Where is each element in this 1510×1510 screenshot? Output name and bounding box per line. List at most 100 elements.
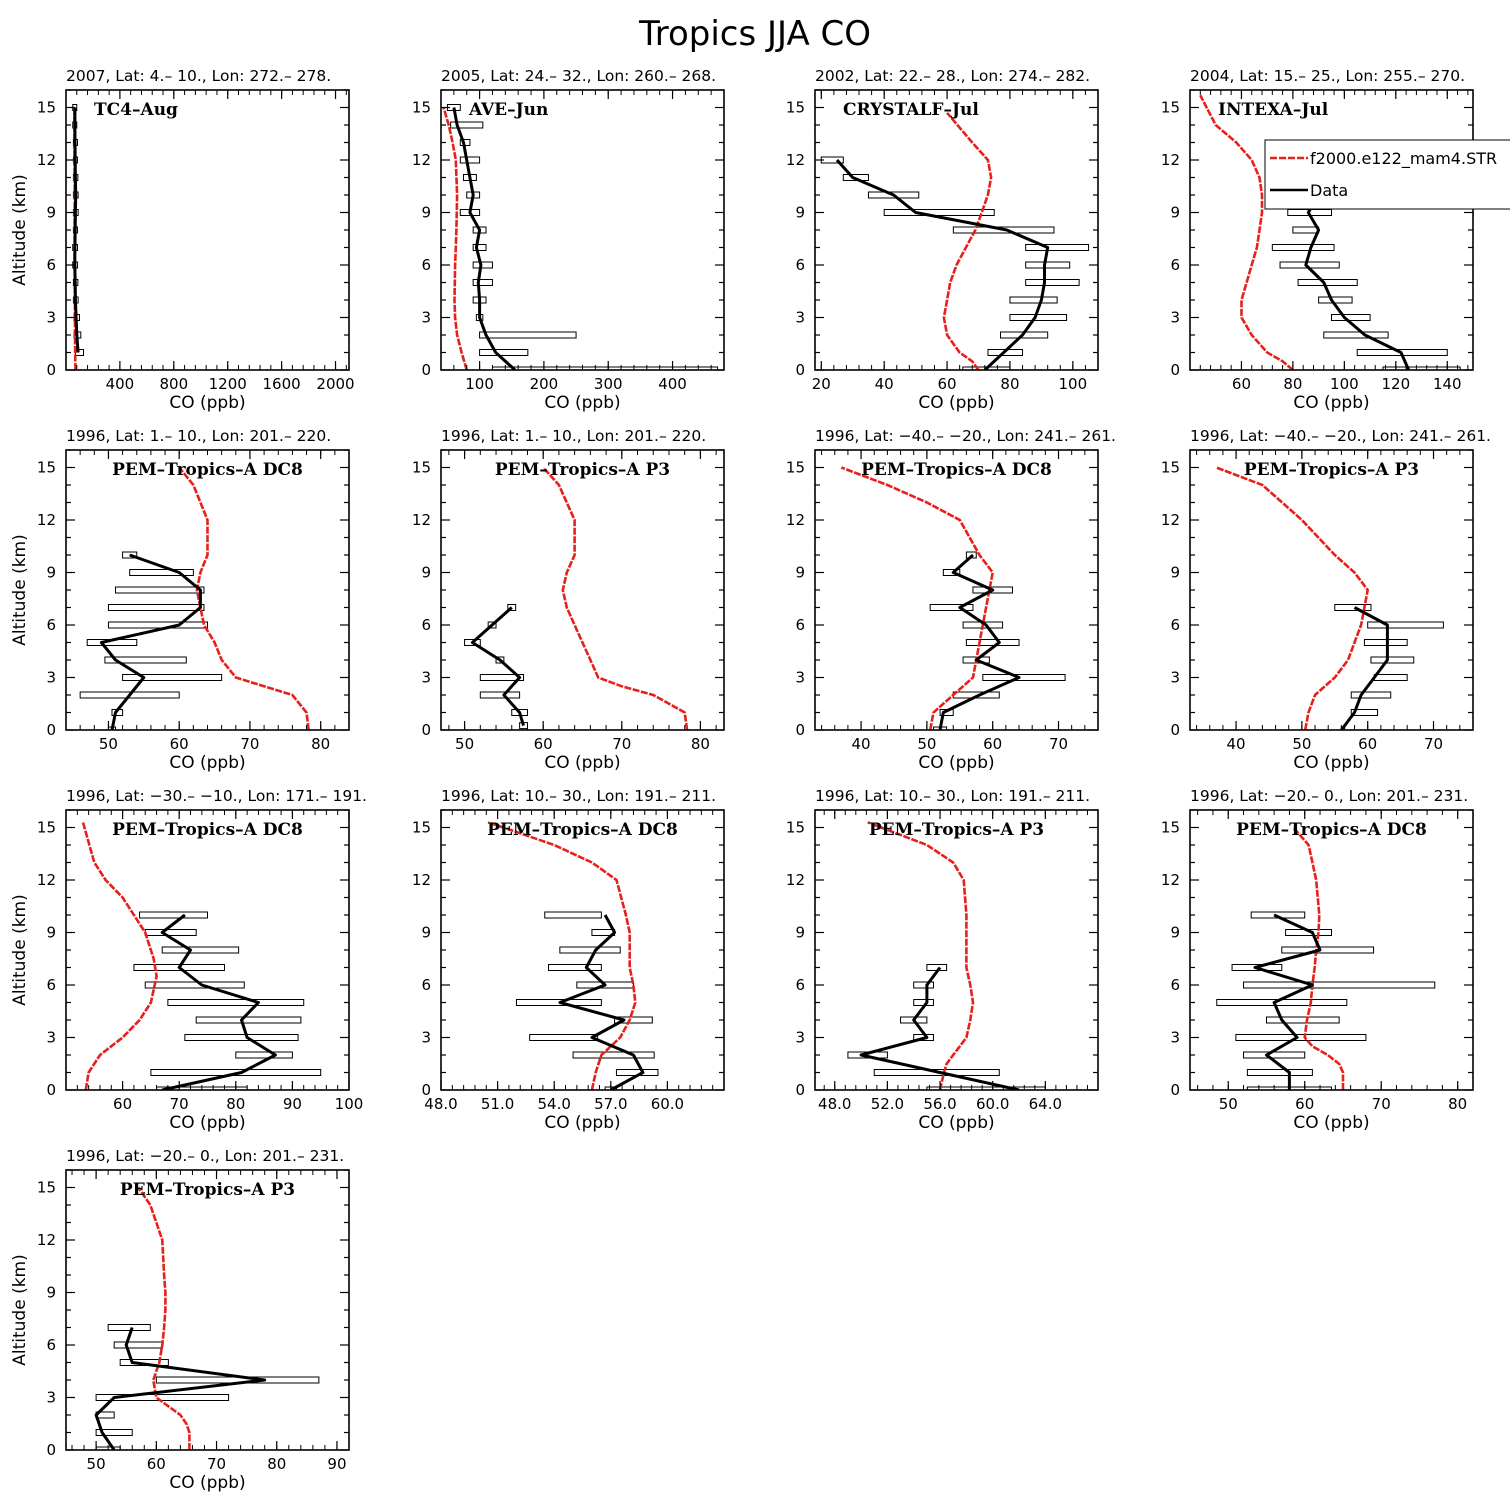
x-tick-label: 60.0 [651,1095,684,1113]
x-tick-label: 80 [691,735,710,753]
obs-range-bar [1382,366,1461,370]
y-tick-label: 6 [46,616,56,634]
panel-content [94,1186,320,1450]
y-tick-label: 6 [1170,976,1180,994]
obs-range-bar [472,244,487,251]
obs-range-bar [122,551,138,559]
obs-range-bar [95,1429,133,1436]
campaign-label: PEM–Tropics–A DC8 [112,460,303,480]
y-tick-label: 9 [795,564,805,582]
x-axis-label: CO (ppb) [1293,1113,1369,1133]
obs-range-bar [929,604,974,611]
panel-header: 1996, Lat: 1.– 10., Lon: 201.– 220. [441,427,706,445]
y-tick-label: 3 [1170,669,1180,687]
plot-frame [65,449,350,731]
y-tick-label: 6 [46,256,56,274]
obs-range-bar [1350,691,1392,699]
x-tick-label: 50 [87,1455,106,1473]
x-tick-label: 40 [875,375,894,393]
legend-data-label: Data [1310,181,1348,200]
x-tick-label: 50 [1219,1095,1238,1113]
obs-range-bar [1297,279,1358,286]
model-line [81,821,158,1090]
obs-range-bar [1265,1016,1340,1024]
y-tick-label: 3 [421,669,431,687]
y-axis-label: Altitude (km) [10,894,30,1006]
x-tick-label: 52.0 [871,1095,904,1113]
campaign-label: PEM–Tropics–A P3 [869,820,1044,840]
x-axis-label: CO (ppb) [918,1113,994,1133]
obs-range-bar [1323,331,1389,339]
y-tick-label: 3 [46,1029,56,1047]
x-tick-label: 50 [1292,735,1311,753]
obs-range-bar [614,1016,653,1024]
x-tick-label: 48.0 [818,1095,851,1113]
x-tick-label: 54.0 [537,1095,570,1113]
obs-range-bar [572,1051,655,1059]
panel-content [487,821,659,1090]
obs-range-bar [1373,674,1408,681]
obs-range-bar [1363,639,1408,646]
obs-range-bar [479,349,529,356]
obs-mean-line [94,1327,267,1450]
x-tick-label: 400 [658,375,687,393]
y-tick-label: 3 [795,1029,805,1047]
panel-header: 1996, Lat: −20.– 0., Lon: 201.– 231. [1190,787,1468,805]
obs-range-bar [161,946,240,954]
panel-header: 1996, Lat: 1.– 10., Lon: 201.– 220. [66,427,331,445]
model-line [1292,826,1345,1090]
obs-mean-line [558,914,645,1090]
panel-content [840,466,1066,730]
panel-6: 1996, Lat: 1.– 10., Lon: 201.– 220. 0 3 6 9 1… [412,427,725,773]
plot-frame [65,89,350,371]
x-tick-label: 57.0 [594,1095,627,1113]
obs-range-bar [139,911,208,919]
legend-box [1264,139,1510,210]
obs-range-bar [926,1086,1046,1090]
y-tick-label: 0 [795,721,805,739]
x-tick-label: 100 [1059,375,1088,393]
y-tick-label: 0 [1170,721,1180,739]
panel-header: 1996, Lat: 10.– 30., Lon: 191.– 211. [815,787,1090,805]
obs-mean-line [99,553,202,730]
y-tick-label: 6 [1170,616,1180,634]
y-axis-label: Altitude (km) [10,534,30,646]
model-line [178,466,310,730]
legend: f2000.e122_mam4.STR Data [1264,139,1510,210]
obs-range-bar [1271,244,1335,251]
y-tick-label: 6 [421,256,431,274]
obs-range-bar [982,674,1066,681]
x-axis-label: CO (ppb) [169,753,245,773]
model-line [840,466,995,730]
y-tick-label: 15 [37,459,56,477]
obs-range-bar [965,639,1020,646]
x-tick-label: 90 [327,1455,346,1473]
x-tick-label: 50 [917,735,936,753]
panel-header: 2007, Lat: 4.– 10., Lon: 272.– 278. [66,67,331,85]
obs-range-bar [559,946,621,954]
y-tick-label: 9 [1170,564,1180,582]
panel-1: 2007, Lat: 4.– 10., Lon: 272.– 278. 0 3 6 9 1… [10,67,355,413]
x-tick-label: 120 [1381,375,1410,393]
panel-content [81,821,322,1090]
obs-range-bar [1367,621,1444,629]
x-tick-label: 300 [594,375,623,393]
y-axis-label: Altitude (km) [10,1254,30,1366]
y-tick-label: 9 [1170,204,1180,222]
obs-range-bar [1292,226,1320,234]
obs-range-bar [1009,314,1068,321]
x-tick-label: 1200 [209,375,247,393]
x-tick-label: 80 [267,1455,286,1473]
obs-range-bar [472,261,493,269]
x-tick-label: 80 [1283,375,1302,393]
y-tick-label: 12 [37,871,56,889]
y-tick-label: 6 [1170,256,1180,274]
obs-range-bar [1318,296,1353,304]
y-tick-label: 0 [46,1081,56,1099]
obs-range-bar [107,604,205,611]
y-tick-label: 0 [1170,361,1180,379]
model-line [542,466,689,730]
y-tick-label: 6 [421,616,431,634]
panel-5: 1996, Lat: 1.– 10., Lon: 201.– 220. 0 3 6 9 1… [10,427,350,773]
